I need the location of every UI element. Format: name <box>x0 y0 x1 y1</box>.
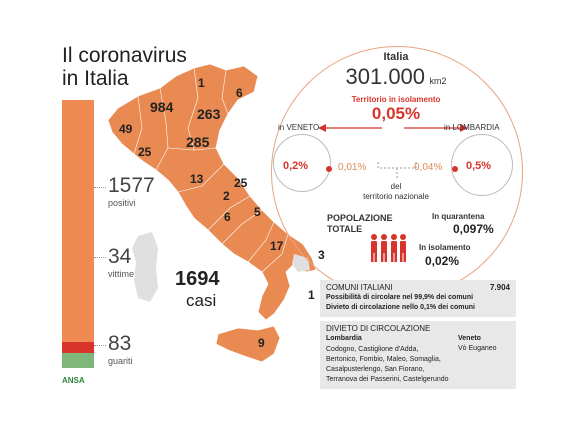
guariti-value: 83 <box>108 332 132 355</box>
italia-label: Italia <box>383 51 409 63</box>
map-number: 263 <box>197 106 221 122</box>
source-logo: ANSA <box>62 376 85 385</box>
split-arrows <box>318 124 468 132</box>
region-borders <box>133 67 289 273</box>
lombardia-town-line: Casalpusterlengo, San Fiorano, <box>326 366 425 373</box>
title-line2: in Italia <box>62 67 129 90</box>
map-number: 984 <box>150 99 174 115</box>
divieto-lombardia-label: Lombardia <box>326 335 362 342</box>
comuni-label: COMUNI ITALIANI <box>326 283 393 292</box>
cases-bar <box>62 100 94 368</box>
vittime-value: 34 <box>108 245 132 268</box>
map-number: 9 <box>258 336 265 350</box>
popolazione-label-line1: POPOLAZIONE <box>327 213 393 223</box>
comuni-line2: Divieto di circolazione nello 0,1% dei c… <box>326 304 475 311</box>
popolazione-label: POPOLAZIONE TOTALE <box>327 213 393 235</box>
map-number: 1 <box>308 288 315 302</box>
guariti-leader <box>94 345 106 346</box>
territorio-label: territorio nazionale <box>363 192 429 201</box>
map-number: 6 <box>236 86 243 100</box>
italia-area: 301.000 km2 <box>316 64 476 90</box>
map-number: 5 <box>254 205 261 219</box>
del-label: del <box>390 182 402 191</box>
map-number: 285 <box>186 134 210 150</box>
map-number: 6 <box>224 210 231 224</box>
lombardia-dot <box>452 166 458 172</box>
italia-area-unit: km2 <box>429 76 447 86</box>
recovered-bar-segment <box>62 353 94 368</box>
comuni-value: 7.904 <box>489 283 510 292</box>
people-group-icon <box>371 234 406 262</box>
italia-area-value: 301.000 <box>345 64 426 89</box>
divieto-lombardia-towns: Codogno, Castiglione d'Adda, Bertonico, … <box>326 345 449 385</box>
lombardia-label: in LOMBARDIA <box>444 123 500 132</box>
casi-value: 1694 <box>175 268 220 290</box>
isolamento-label: In isolamento <box>419 243 471 252</box>
vittime-label: vittime <box>108 269 135 279</box>
veneto-nat-pct: 0,01% <box>338 162 367 173</box>
map-number: 49 <box>119 122 133 136</box>
map-number: 2 <box>223 189 230 203</box>
positivi-leader <box>94 187 106 188</box>
lombardia-circle <box>451 134 513 196</box>
veneto-dot <box>326 166 332 172</box>
sicily-shape <box>215 325 281 363</box>
italy-map <box>107 63 317 363</box>
divieto-veneto-town: Vò Euganeo <box>458 345 497 352</box>
map-number: 25 <box>138 145 152 159</box>
comuni-box: COMUNI ITALIANI 7.904 Possibilità di cir… <box>320 280 516 317</box>
vittime-leader <box>94 257 106 258</box>
lombardia-pct: 0,5% <box>466 160 492 172</box>
guariti-label: guariti <box>108 356 133 366</box>
quarantena-label: In quarantena <box>432 212 485 221</box>
veneto-pct: 0,2% <box>283 160 309 172</box>
sardinia-shape <box>132 232 158 302</box>
veneto-label: in VENETO <box>278 123 320 132</box>
divieto-box: DIVIETO DI CIRCOLAZIONE Lombardia Veneto… <box>320 321 516 389</box>
casi-label: casi <box>186 291 217 310</box>
map-number: 25 <box>234 176 248 190</box>
lombardia-nat-pct: 0,04% <box>414 162 443 173</box>
map-number: 13 <box>190 172 204 186</box>
page-title: Il coronavirus in Italia <box>62 44 187 90</box>
lombardia-town-line: Codogno, Castiglione d'Adda, <box>326 346 419 353</box>
positivi-value: 1577 <box>108 174 155 197</box>
lombardia-town-line: Bertonico, Fombio, Maleo, Somaglia, <box>326 356 441 363</box>
bracket-connector <box>377 162 417 178</box>
map-number: 1 <box>198 76 205 90</box>
divieto-veneto-label: Veneto <box>458 335 481 342</box>
isolation-pct: 0,05% <box>371 104 421 123</box>
deaths-bar-segment <box>62 342 94 353</box>
title-line1: Il coronavirus <box>62 44 187 67</box>
divieto-title: DIVIETO DI CIRCOLAZIONE <box>326 324 431 333</box>
quarantena-value: 0,097% <box>453 222 494 236</box>
isolation-title: Territorio in isolamento <box>351 95 441 104</box>
map-number: 17 <box>270 239 284 253</box>
isolamento-value: 0,02% <box>425 254 460 268</box>
lombardia-town-line: Terranova dei Passerini, Castelgerundo <box>326 376 449 383</box>
popolazione-label-line2: TOTALE <box>327 224 363 234</box>
veneto-circle <box>273 134 331 192</box>
positivi-label: positivi <box>108 198 136 208</box>
comuni-line1: Possibilità di circolare nel 99,9% dei c… <box>326 294 474 301</box>
